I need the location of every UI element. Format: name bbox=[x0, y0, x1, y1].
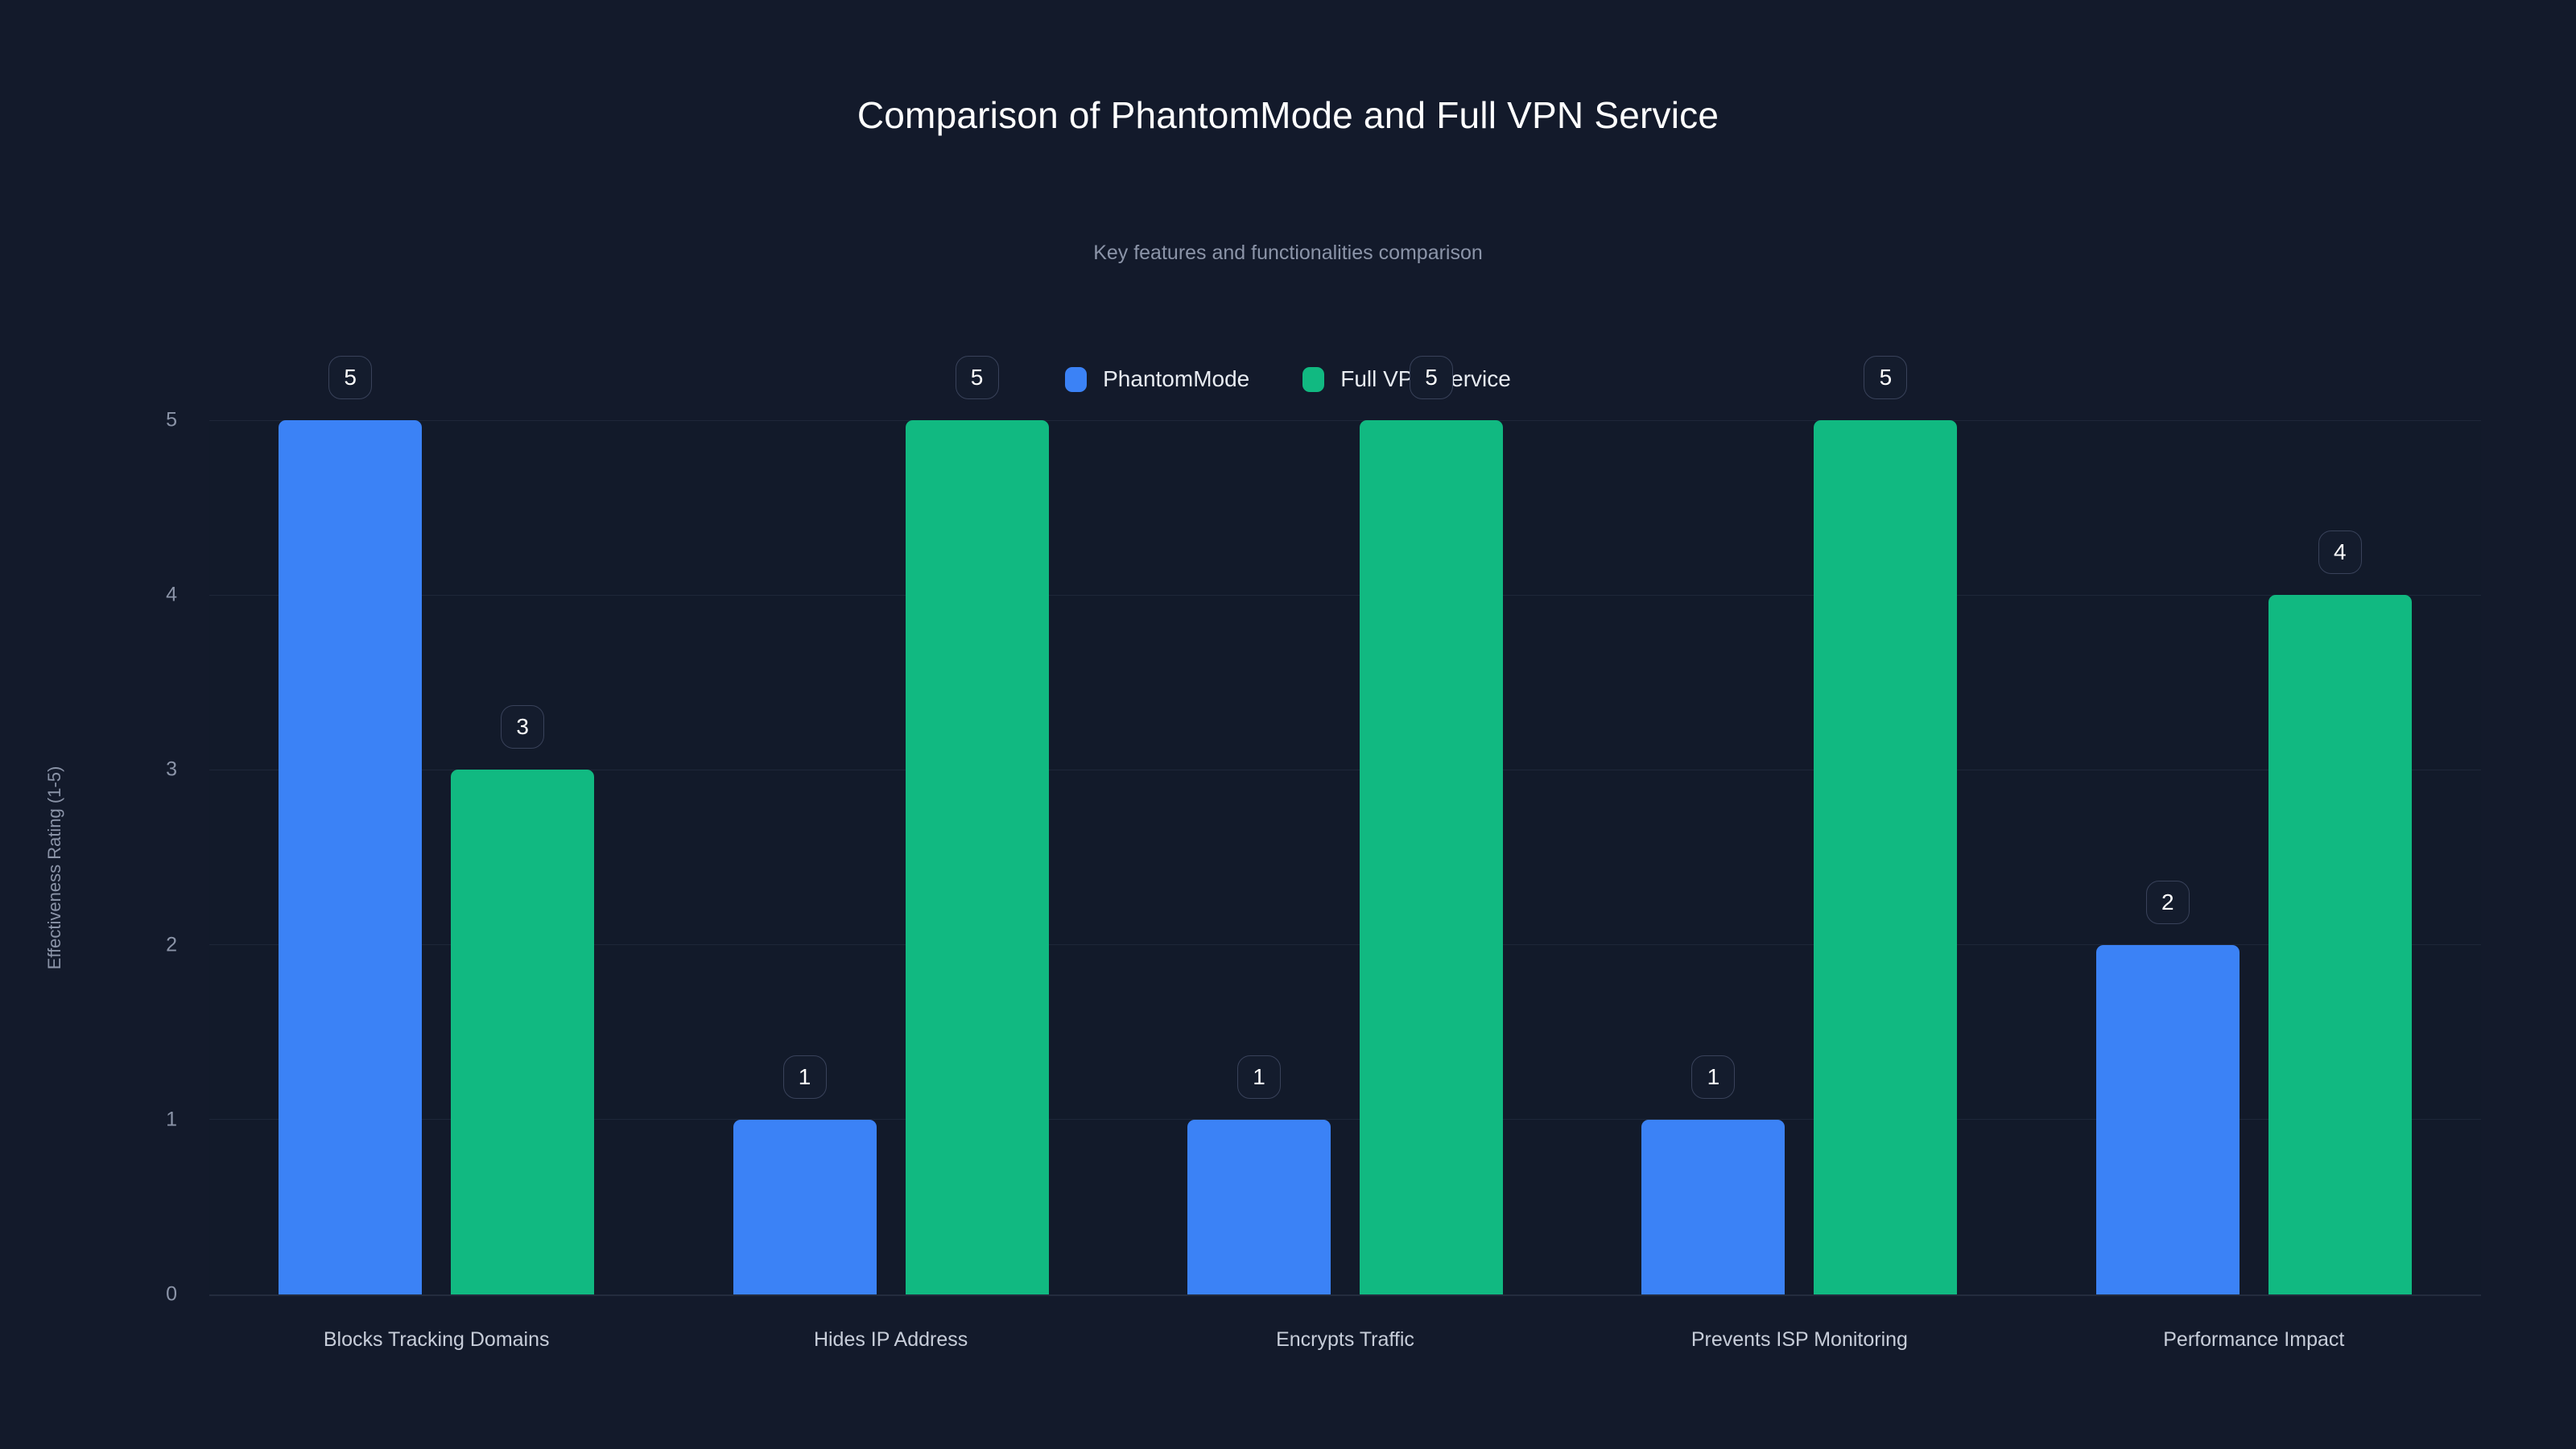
bar-value-badge: 5 bbox=[955, 356, 999, 399]
bar[interactable] bbox=[2095, 944, 2240, 1294]
y-axis-tick-label: 4 bbox=[166, 583, 177, 606]
bar-value-badge: 2 bbox=[2145, 880, 2190, 924]
x-axis-category-label: Hides IP Address bbox=[813, 1328, 968, 1351]
bar[interactable] bbox=[1187, 1119, 1331, 1294]
y-axis-title: Effectiveness Rating (1-5) bbox=[44, 766, 64, 970]
bar[interactable] bbox=[733, 1119, 877, 1294]
bar-value-badge: 1 bbox=[1691, 1055, 1736, 1099]
plot-area bbox=[209, 419, 2481, 1295]
legend-swatch-icon bbox=[1065, 366, 1088, 392]
legend-label: PhantomMode bbox=[1103, 366, 1250, 391]
gridline bbox=[209, 594, 2481, 596]
bar-value-badge: 1 bbox=[782, 1055, 827, 1099]
legend-item[interactable]: Full VPN Service bbox=[1302, 366, 1511, 392]
bar-value-badge: 4 bbox=[2318, 530, 2362, 575]
y-axis-tick-label: 1 bbox=[166, 1108, 177, 1131]
bar-value-badge: 5 bbox=[1864, 356, 1908, 399]
bar[interactable] bbox=[2268, 595, 2412, 1294]
gridline bbox=[209, 1119, 2481, 1121]
bar-value-badge: 3 bbox=[501, 705, 545, 749]
bar-value-badge: 5 bbox=[1410, 356, 1453, 399]
bar[interactable] bbox=[1641, 1119, 1785, 1294]
y-axis-tick-label: 2 bbox=[166, 933, 177, 956]
bar-value-badge: 5 bbox=[328, 356, 373, 399]
y-axis-tick-label: 3 bbox=[166, 758, 177, 781]
chart-title: Comparison of PhantomMode and Full VPN S… bbox=[857, 94, 1719, 136]
x-axis-category-label: Encrypts Traffic bbox=[1276, 1328, 1414, 1351]
gridline bbox=[209, 419, 2481, 421]
bar-value-badge: 1 bbox=[1237, 1055, 1281, 1099]
x-axis-line bbox=[209, 1294, 2481, 1296]
x-axis-category-label: Blocks Tracking Domains bbox=[323, 1328, 550, 1351]
chart-legend: PhantomMode Full VPN Service bbox=[0, 366, 2576, 392]
bar[interactable] bbox=[1360, 420, 1503, 1294]
legend-swatch-icon bbox=[1302, 366, 1325, 392]
gridline bbox=[209, 944, 2481, 946]
x-axis-category-label: Performance Impact bbox=[2163, 1328, 2345, 1351]
bar[interactable] bbox=[279, 420, 423, 1294]
y-axis-tick-label: 0 bbox=[166, 1282, 177, 1306]
y-axis-tick-label: 5 bbox=[166, 408, 177, 431]
legend-item[interactable]: PhantomMode bbox=[1065, 366, 1249, 392]
bar[interactable] bbox=[451, 770, 595, 1294]
chart-subtitle: Key features and functionalities compari… bbox=[1093, 242, 1483, 264]
x-axis-category-label: Prevents ISP Monitoring bbox=[1690, 1328, 1908, 1351]
bar[interactable] bbox=[905, 420, 1049, 1294]
bar[interactable] bbox=[1814, 420, 1958, 1294]
